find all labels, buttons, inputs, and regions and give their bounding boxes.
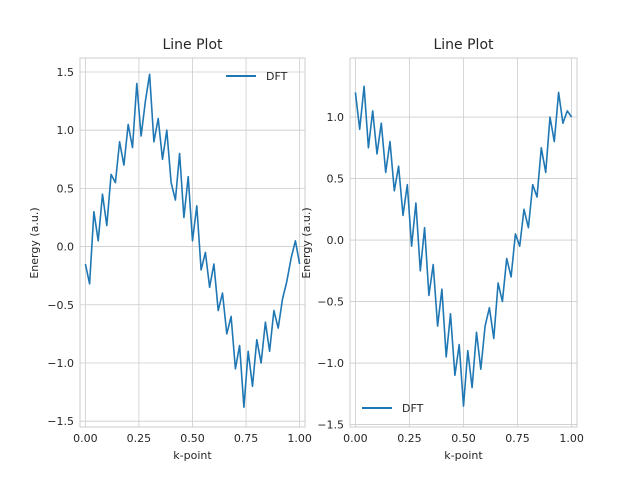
right-legend-label: DFT <box>402 402 424 415</box>
right-y-tick-label: −0.5 <box>317 296 344 309</box>
left-grid <box>80 58 305 427</box>
left-y-tick-label: −1.5 <box>47 415 74 428</box>
left-y-tick-label: 1.5 <box>57 66 75 79</box>
left-y-axis-label: Energy (a.u.) <box>28 207 41 278</box>
left-plot-title: Line Plot <box>162 37 223 53</box>
right-series-line-0 <box>354 85 573 407</box>
right-y-tick-label: −1.0 <box>317 357 344 370</box>
right-y-axis-label: Energy (a.u.) <box>300 207 313 278</box>
right-y-tick-label: 0.0 <box>327 234 345 247</box>
right-plot-title: Line Plot <box>433 37 494 53</box>
right-x-tick-label: 0.25 <box>397 432 422 445</box>
left-plot-frame <box>79 57 306 428</box>
right-series <box>354 85 573 407</box>
left-x-tick-label: 0.25 <box>127 432 152 445</box>
left-y-tick-label: 0.5 <box>57 182 75 195</box>
left-legend-label: DFT <box>266 70 288 83</box>
right-ticks: 0.00 0.25 0.50 0.75 1.00 −1.5 −1.0 −0.5 0.0 0.5 1.… <box>317 111 584 445</box>
right-y-tick-label: 1.0 <box>327 111 345 124</box>
left-y-tick-label: 0.0 <box>57 241 75 254</box>
right-y-tick-label: −1.5 <box>317 419 344 432</box>
left-series <box>84 73 301 409</box>
right-x-tick-label: 0.75 <box>505 432 530 445</box>
left-y-tick-label: −1.0 <box>47 357 74 370</box>
right-x-tick-label: 0.00 <box>343 432 368 445</box>
left-series-line-0 <box>84 73 301 409</box>
right-y-tick-label: 0.5 <box>327 173 345 186</box>
left-subplot: Line Plot k-point Energy (a.u.) 0.00 0.25… <box>28 37 312 462</box>
left-x-tick-label: 0.00 <box>73 432 98 445</box>
right-x-tick-label: 0.50 <box>451 432 476 445</box>
left-x-tick-label: 0.50 <box>180 432 205 445</box>
right-subplot: Line Plot k-point Energy (a.u.) 0.00 0.25… <box>300 37 584 462</box>
left-y-tick-label: 1.0 <box>57 124 75 137</box>
left-x-tick-label: 1.00 <box>287 432 312 445</box>
left-legend: DFT <box>226 70 288 83</box>
right-x-tick-label: 1.00 <box>559 432 584 445</box>
left-x-axis-label: k-point <box>173 449 212 462</box>
right-legend: DFT <box>362 402 424 415</box>
left-ticks: 0.00 0.25 0.50 0.75 1.00 −1.5 −1.0 −0.5 0.0 0.5 1.… <box>47 66 312 445</box>
right-x-axis-label: k-point <box>444 449 483 462</box>
left-y-tick-label: −0.5 <box>47 299 74 312</box>
right-plot-frame <box>349 57 578 428</box>
left-x-tick-label: 0.75 <box>234 432 259 445</box>
